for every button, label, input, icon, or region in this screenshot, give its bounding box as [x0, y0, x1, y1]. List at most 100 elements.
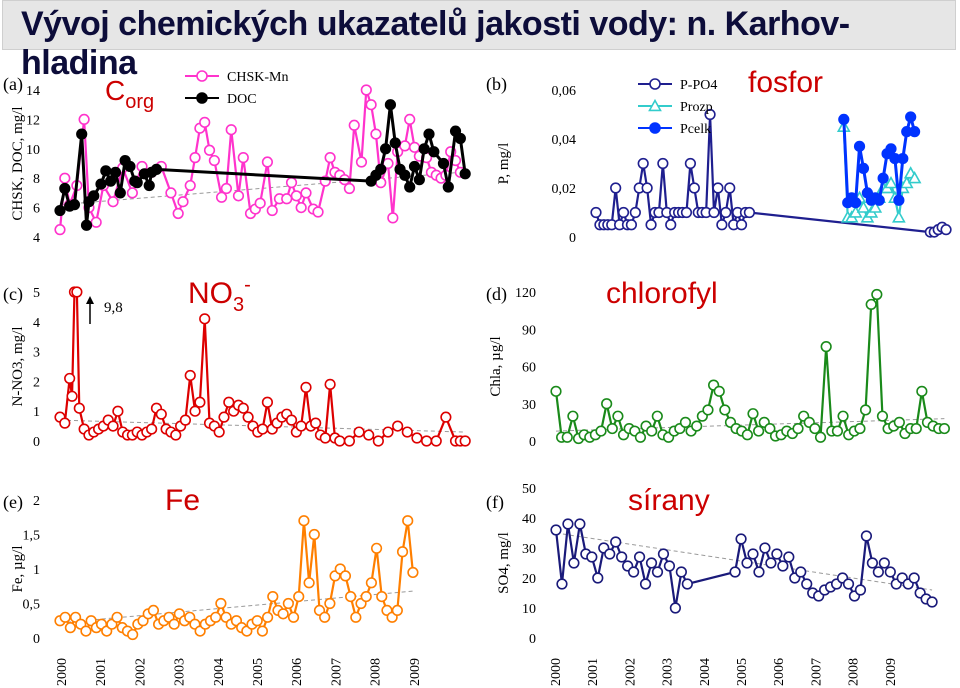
data-point	[408, 160, 421, 173]
data-point	[251, 615, 263, 627]
data-point	[857, 162, 870, 174]
title-bar: Vývoj chemických ukazatelů jakosti vody:…	[2, 0, 956, 82]
data-point	[657, 157, 669, 170]
data-point	[215, 597, 227, 610]
data-point	[428, 146, 440, 158]
data-point	[616, 551, 628, 563]
data-point	[708, 206, 720, 219]
data-point	[370, 542, 383, 554]
data-point	[177, 196, 189, 208]
chart-panel-3: (c) N-NO3, mg/l 0 1 2 3 4 5 NO3- 9,8	[3, 274, 471, 450]
data-point	[100, 165, 112, 177]
data-point	[404, 113, 416, 125]
y-tick-label: 12	[26, 113, 40, 128]
data-point	[319, 432, 331, 444]
data-point	[743, 206, 756, 219]
y-axis-label: CHSK, DOC, mg/l	[10, 106, 26, 220]
data-point	[285, 414, 298, 426]
data-point	[418, 143, 430, 155]
data-point	[442, 181, 454, 193]
y-axis-label: Chla, µg/l	[488, 336, 504, 396]
data-point	[639, 578, 652, 590]
data-point	[324, 597, 336, 610]
panel-letter: (f)	[486, 492, 504, 513]
data-point	[203, 144, 216, 156]
y-tick-label: 90	[522, 323, 536, 338]
data-point	[76, 128, 88, 140]
data-point	[838, 113, 850, 125]
data-point	[68, 199, 81, 211]
data-point	[610, 536, 622, 548]
data-point	[319, 611, 331, 623]
data-point	[729, 566, 741, 578]
x-tick-label: 2000	[549, 658, 564, 686]
data-point	[375, 163, 387, 175]
data-point	[916, 385, 928, 397]
data-point	[372, 435, 384, 447]
data-point	[747, 408, 759, 420]
data-point	[702, 404, 714, 416]
data-point	[633, 551, 646, 563]
data-point	[765, 557, 777, 569]
y-tick-label: 0	[33, 632, 40, 647]
data-point	[59, 417, 71, 429]
data-point	[940, 224, 952, 236]
data-point	[747, 548, 759, 560]
y-tick-label: 0,06	[552, 84, 577, 99]
y-tick-label: 2	[33, 494, 40, 509]
data-point	[859, 404, 872, 416]
data-point	[131, 177, 143, 189]
legend-label: P-PO4	[680, 78, 717, 93]
data-point	[669, 602, 681, 614]
y-axis-label: Fe, µg/l	[10, 546, 26, 593]
data-point	[80, 625, 92, 637]
data-point	[220, 182, 233, 195]
y-tick-label: 10	[522, 602, 536, 617]
legend-marker	[648, 98, 662, 112]
series-line	[554, 290, 945, 441]
data-point	[716, 219, 728, 231]
panel-title: Corg	[105, 75, 154, 113]
data-point	[401, 426, 413, 438]
panel-letter: (c)	[3, 284, 23, 305]
data-point	[878, 557, 890, 569]
data-point	[876, 410, 889, 422]
data-point	[595, 425, 607, 437]
data-point	[783, 551, 795, 563]
y-tick-label: 0,02	[552, 182, 577, 197]
trend-line	[59, 171, 461, 206]
data-point	[54, 204, 66, 217]
data-point	[295, 420, 307, 432]
data-point	[801, 578, 813, 590]
x-tick-label: 2009	[884, 658, 899, 686]
data-point	[147, 604, 160, 617]
data-point	[735, 219, 748, 231]
x-tick-label: 2007	[329, 658, 344, 686]
data-point	[168, 618, 180, 630]
data-point	[651, 410, 663, 422]
data-point	[831, 425, 844, 437]
data-point	[777, 560, 789, 572]
data-point	[300, 381, 312, 393]
data-point	[866, 557, 878, 569]
data-point	[842, 578, 855, 590]
data-point	[459, 435, 471, 447]
data-point	[127, 628, 139, 641]
data-point	[310, 417, 322, 429]
data-point	[604, 548, 616, 560]
y-tick-label: 20	[522, 572, 536, 587]
data-point	[657, 548, 670, 560]
x-tick-label: 2007	[809, 658, 824, 686]
page-title: Vývoj chemických ukazatelů jakosti vody:…	[21, 5, 850, 82]
data-point	[290, 190, 302, 202]
data-point	[391, 604, 403, 617]
data-point	[562, 518, 574, 530]
panel-letter: (e)	[3, 492, 23, 513]
data-point	[146, 423, 158, 435]
data-point	[379, 143, 392, 155]
data-point	[66, 390, 78, 402]
data-point	[567, 410, 579, 422]
y-tick-label: 2	[33, 375, 40, 390]
x-tick-label: 2002	[623, 658, 638, 686]
data-point	[78, 113, 90, 125]
